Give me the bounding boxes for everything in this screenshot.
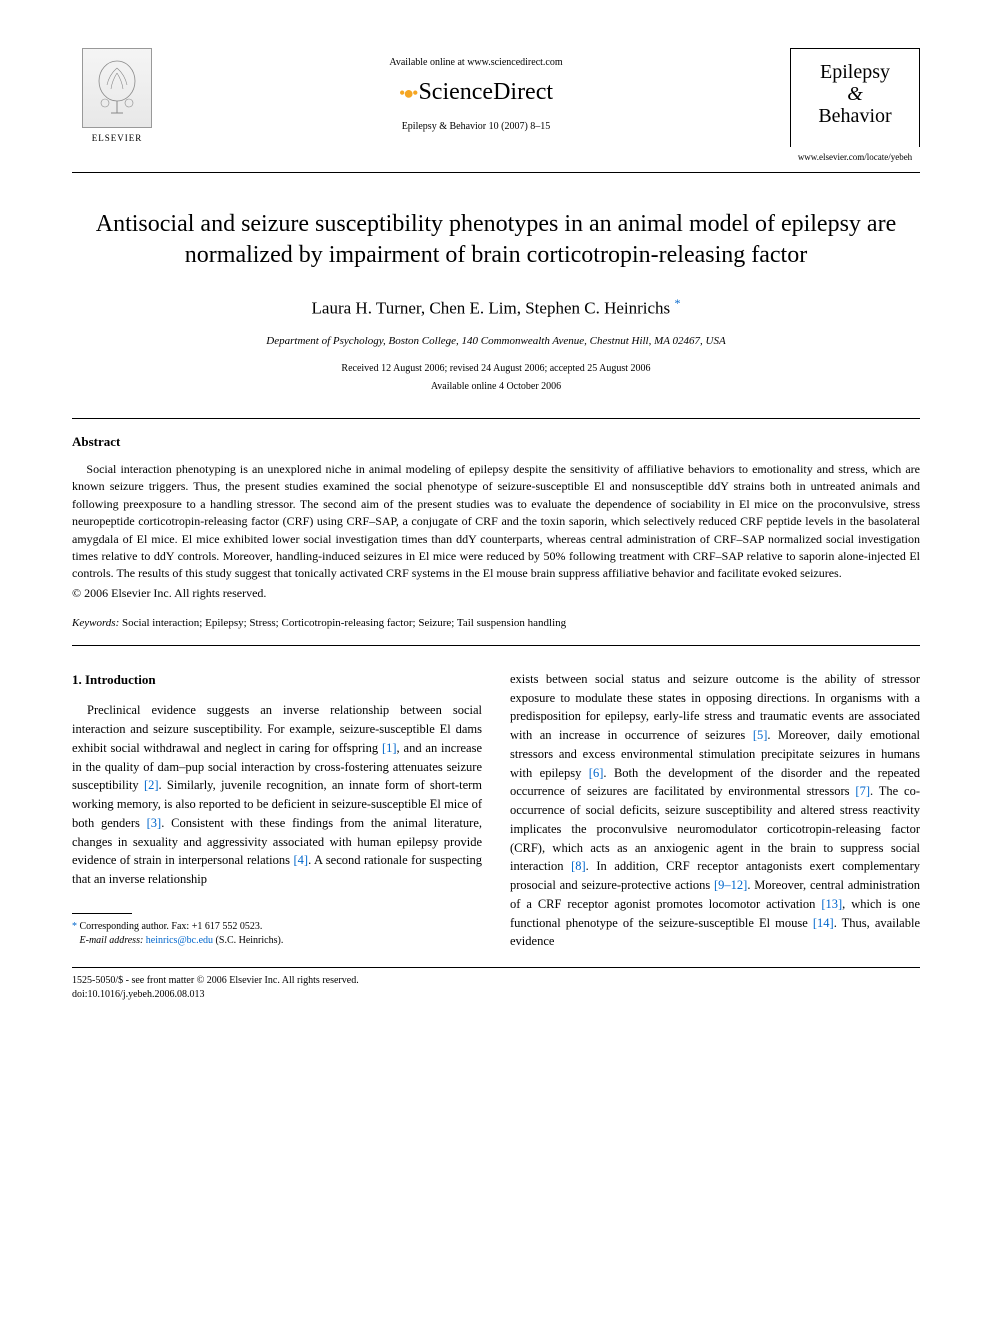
corresponding-text: Corresponding author. Fax: +1 617 552 05… xyxy=(80,921,263,932)
available-online-date: Available online 4 October 2006 xyxy=(72,380,920,394)
platform-name: ScienceDirect xyxy=(418,79,553,105)
header-rule xyxy=(72,172,920,173)
keywords-label: Keywords: xyxy=(72,617,119,629)
email-label: E-mail address: xyxy=(80,935,144,946)
intro-paragraph-left: Preclinical evidence suggests an inverse… xyxy=(72,701,482,889)
footnote-star-icon: * xyxy=(72,921,77,932)
journal-title-box: Epilepsy & Behavior xyxy=(790,48,920,147)
article-title: Antisocial and seizure susceptibility ph… xyxy=(72,209,920,271)
elsevier-tree-icon xyxy=(82,48,152,128)
journal-title-amp: & xyxy=(847,83,863,105)
available-online-text: Available online at www.sciencedirect.co… xyxy=(162,56,790,70)
abstract-top-rule xyxy=(72,418,920,419)
authors-text: Laura H. Turner, Chen E. Lim, Stephen C.… xyxy=(312,299,671,318)
email-link[interactable]: heinrics@bc.edu xyxy=(146,935,213,946)
footer-block: 1525-5050/$ - see front matter © 2006 El… xyxy=(72,974,920,1002)
keywords-line: Keywords: Social interaction; Epilepsy; … xyxy=(72,616,920,631)
sciencedirect-logo: •●•ScienceDirect xyxy=(162,76,790,110)
journal-title-line2: Behavior xyxy=(818,105,891,127)
affiliation: Department of Psychology, Boston College… xyxy=(72,334,920,349)
corresponding-author-footnote: * Corresponding author. Fax: +1 617 552 … xyxy=(72,920,482,948)
keywords-rule xyxy=(72,645,920,646)
email-suffix: (S.C. Heinrichs). xyxy=(213,935,283,946)
footer-front-matter: 1525-5050/$ - see front matter © 2006 El… xyxy=(72,975,359,986)
abstract-copyright: © 2006 Elsevier Inc. All rights reserved… xyxy=(72,585,920,602)
journal-block: Epilepsy & Behavior www.elsevier.com/loc… xyxy=(790,48,920,164)
publisher-block: ELSEVIER xyxy=(72,48,162,145)
introduction-heading: 1. Introduction xyxy=(72,670,482,690)
header-row: ELSEVIER Available online at www.science… xyxy=(72,48,920,164)
column-left: 1. Introduction Preclinical evidence sug… xyxy=(72,670,482,951)
header-center: Available online at www.sciencedirect.co… xyxy=(162,48,790,134)
footer-rule xyxy=(72,967,920,968)
abstract-body: Social interaction phenotyping is an une… xyxy=(72,461,920,583)
journal-reference: Epilepsy & Behavior 10 (2007) 8–15 xyxy=(162,120,790,134)
received-dates: Received 12 August 2006; revised 24 Augu… xyxy=(72,362,920,376)
footnote-rule xyxy=(72,913,132,914)
footer-doi: doi:10.1016/j.yebeh.2006.08.013 xyxy=(72,989,205,1000)
keywords-text: Social interaction; Epilepsy; Stress; Co… xyxy=(119,617,566,629)
journal-url: www.elsevier.com/locate/yebeh xyxy=(790,151,920,164)
intro-paragraph-right: exists between social status and seizure… xyxy=(510,670,920,951)
abstract-heading: Abstract xyxy=(72,433,920,451)
body-columns: 1. Introduction Preclinical evidence sug… xyxy=(72,670,920,951)
corresponding-star-icon: * xyxy=(674,296,680,310)
authors-line: Laura H. Turner, Chen E. Lim, Stephen C.… xyxy=(72,295,920,320)
journal-title-line1: Epilepsy xyxy=(820,61,890,83)
sd-bullets-icon: •●• xyxy=(399,83,416,103)
publisher-name: ELSEVIER xyxy=(72,132,162,145)
column-right: exists between social status and seizure… xyxy=(510,670,920,951)
